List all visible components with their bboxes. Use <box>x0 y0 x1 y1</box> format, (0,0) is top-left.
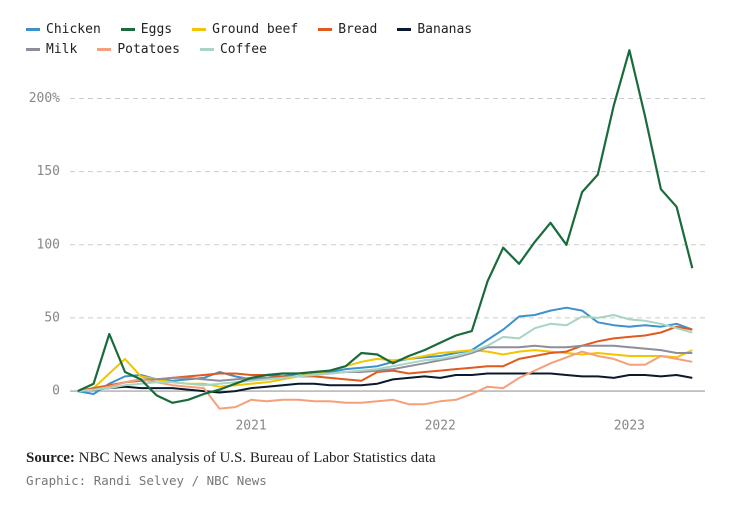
legend-item: Ground beef <box>192 20 298 40</box>
series-line <box>77 344 693 393</box>
legend-label: Chicken <box>46 22 101 37</box>
source-text: NBC News analysis of U.S. Bureau of Labo… <box>78 450 436 466</box>
x-tick-label: 2021 <box>235 419 266 434</box>
legend-label: Ground beef <box>212 22 299 37</box>
y-tick-label: 50 <box>44 310 60 325</box>
legend-label: Potatoes <box>117 42 180 57</box>
series-line <box>77 372 693 394</box>
legend: Chicken Eggs Ground beef Bread Bananas Milk Po… <box>26 20 546 60</box>
legend-swatch <box>397 28 412 31</box>
legend-label: Bananas <box>417 22 473 37</box>
legend-item: Bread <box>318 20 377 40</box>
y-tick-label: 100 <box>37 237 60 252</box>
legend-item: Milk <box>26 40 77 60</box>
legend-item: Coffee <box>199 40 267 60</box>
y-tick-label: 200% <box>29 91 60 106</box>
x-tick-label: 2023 <box>614 419 645 434</box>
source-label: Source: <box>26 450 75 466</box>
series-line <box>77 314 693 393</box>
series-line <box>77 350 693 410</box>
legend-swatch <box>192 28 207 31</box>
legend-item: Chicken <box>26 20 101 40</box>
x-tick-label: 2022 <box>425 419 456 434</box>
y-tick-label: 150 <box>37 164 60 179</box>
legend-label: Milk <box>46 42 78 57</box>
legend-swatch <box>318 28 333 31</box>
credit: Graphic: Randi Selvey / NBC News <box>26 473 267 488</box>
plot: 0 50 100 150 200% 2021 2022 2023 <box>29 49 705 434</box>
legend-swatch <box>26 48 40 51</box>
y-tick-label: 0 <box>52 384 60 399</box>
legend-label: Bread <box>338 22 378 37</box>
legend-item: Potatoes <box>97 40 180 60</box>
source: Source: NBC News analysis of U.S. Bureau… <box>26 450 436 467</box>
legend-swatch <box>97 48 112 51</box>
legend-item: Eggs <box>120 20 173 40</box>
footer: Source: NBC News analysis of U.S. Bureau… <box>26 450 436 488</box>
series-line <box>77 49 694 404</box>
legend-swatch <box>26 28 40 31</box>
legend-label: Eggs <box>140 22 173 37</box>
legend-swatch <box>199 48 214 51</box>
legend-swatch <box>120 28 135 31</box>
legend-label: Coffee <box>219 42 267 57</box>
legend-item: Bananas <box>397 20 472 40</box>
